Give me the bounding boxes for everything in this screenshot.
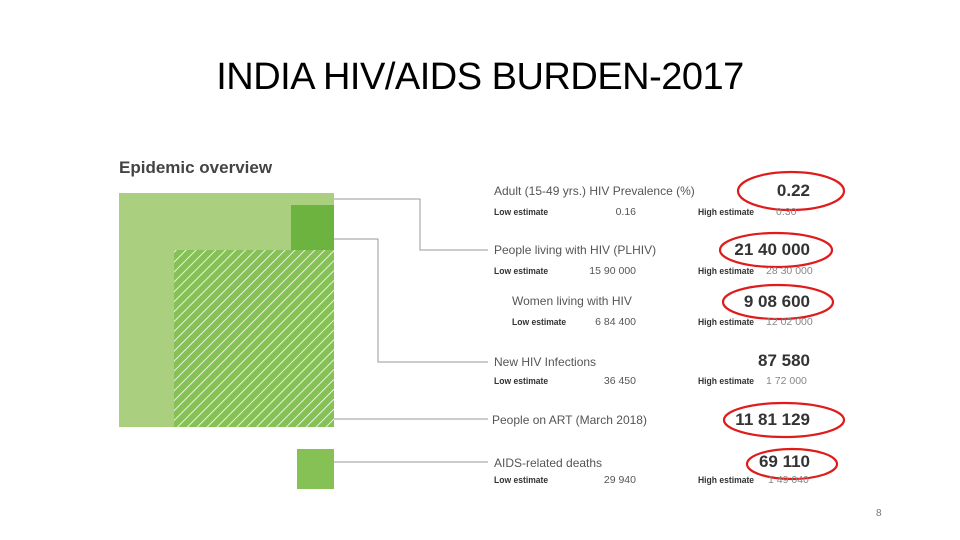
low-estimate-value-deaths: 29 940 bbox=[603, 474, 636, 486]
aids-deaths-square bbox=[297, 449, 334, 489]
high-estimate-label: High estimate bbox=[698, 376, 755, 387]
page-number: 8 bbox=[876, 508, 882, 519]
value-prevalence: 0.22 bbox=[776, 181, 810, 200]
highlight-circle-deaths bbox=[745, 447, 839, 481]
slide-title: INDIA HIV/AIDS BURDEN-2017 bbox=[216, 56, 744, 98]
high-estimate-label: High estimate bbox=[698, 207, 755, 218]
high-estimate-value-new-infections: 1 72 000 bbox=[766, 375, 807, 387]
value-art: 11 81 129 bbox=[735, 410, 810, 429]
low-estimate-value-new-infections: 36 450 bbox=[603, 375, 636, 387]
plhiv-hatched-square bbox=[174, 250, 334, 427]
value-women: 9 08 600 bbox=[743, 292, 810, 311]
low-estimate-label: Low estimate bbox=[512, 317, 567, 328]
highlight-circle-prevalence bbox=[736, 170, 846, 212]
value-new-infections: 87 580 bbox=[758, 351, 810, 370]
high-estimate-label: High estimate bbox=[698, 475, 755, 486]
high-estimate-label: High estimate bbox=[698, 266, 755, 277]
value-plhiv: 21 40 000 bbox=[734, 240, 810, 259]
low-estimate-value-women: 6 84 400 bbox=[595, 316, 636, 328]
low-estimate-label: Low estimate bbox=[494, 475, 549, 486]
connector-plhiv bbox=[334, 238, 488, 363]
highlight-circle-women bbox=[721, 283, 835, 321]
highlight-circle-art bbox=[722, 401, 846, 439]
high-estimate-value-deaths: 1 49 040 bbox=[768, 474, 809, 486]
low-estimate-value-plhiv: 15 90 000 bbox=[589, 265, 636, 277]
connector-prevalence bbox=[334, 198, 488, 251]
value-deaths: 69 110 bbox=[758, 452, 810, 471]
high-estimate-value-women: 12 02 000 bbox=[766, 316, 813, 328]
highlight-circle-plhiv bbox=[718, 231, 834, 269]
row-label-new-infections: New HIV Infections bbox=[494, 355, 597, 369]
row-label-art: People on ART (March 2018) bbox=[492, 413, 647, 427]
row-label-deaths: AIDS-related deaths bbox=[494, 456, 603, 470]
row-label-women: Women living with HIV bbox=[512, 294, 632, 308]
row-label-plhiv: People living with HIV (PLHIV) bbox=[494, 243, 657, 257]
high-estimate-value-plhiv: 28 30 000 bbox=[766, 265, 813, 277]
high-estimate-label: High estimate bbox=[698, 317, 755, 328]
low-estimate-label: Low estimate bbox=[494, 266, 549, 277]
row-label-prevalence: Adult (15-49 yrs.) HIV Prevalence (%) bbox=[494, 184, 695, 198]
low-estimate-label: Low estimate bbox=[494, 207, 549, 218]
new-infections-square bbox=[291, 205, 334, 250]
epidemic-overview-heading: Epidemic overview bbox=[119, 158, 273, 177]
high-estimate-value-prevalence: 0.30 bbox=[776, 206, 797, 218]
low-estimate-value-prevalence: 0.16 bbox=[615, 206, 636, 218]
highlight-circles bbox=[718, 170, 846, 481]
low-estimate-label: Low estimate bbox=[494, 376, 549, 387]
connector-lines bbox=[334, 198, 488, 463]
